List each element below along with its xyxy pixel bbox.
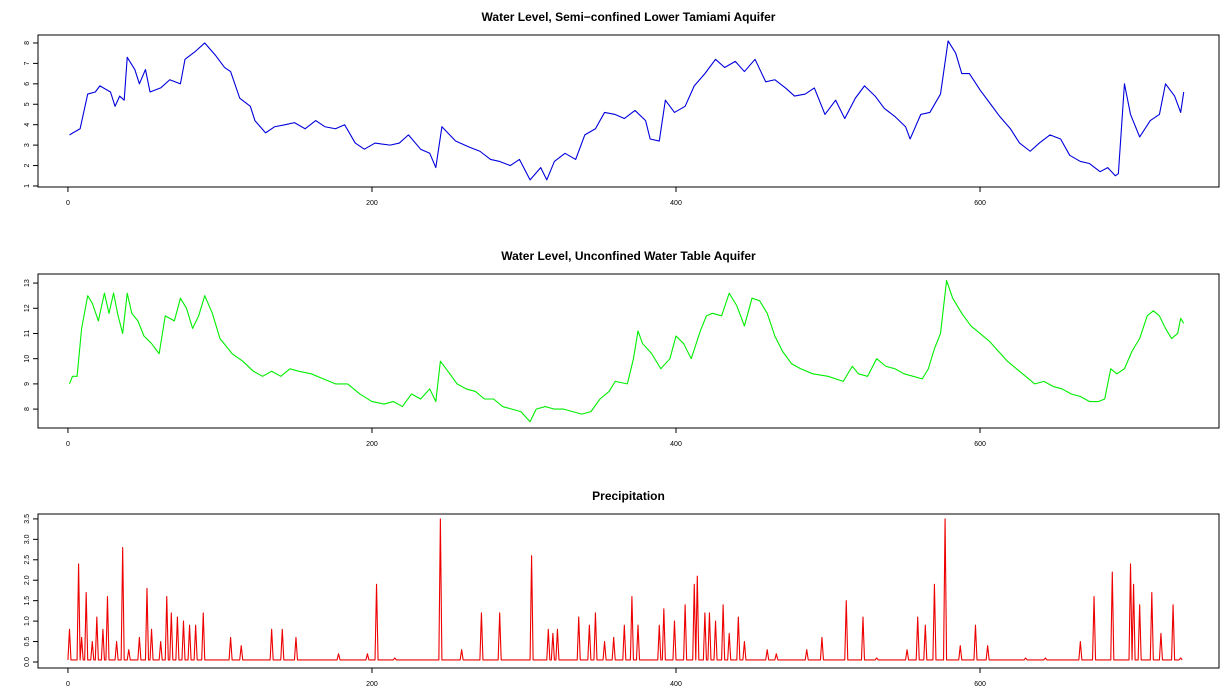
x-tick-label: 400 [670,441,682,448]
y-tick-label: 1.0 [24,616,31,626]
y-tick-label: 8 [24,41,31,45]
y-tick-label: 2.5 [24,555,31,565]
panel-title: Water Level, Unconfined Water Table Aqui… [501,249,756,263]
y-tick-label: 8 [24,407,31,411]
plot-frame [37,513,1220,669]
x-tick-label: 400 [670,681,682,686]
y-tick-label: 0.0 [24,657,31,667]
panel-title: Water Level, Semi−confined Lower Tamiami… [482,10,776,24]
x-tick-label: 0 [66,681,70,686]
y-tick-label: 3 [24,143,31,147]
y-tick-label: 3.5 [24,514,31,524]
x-tick-label: 600 [974,681,986,686]
x-tick-label: 600 [974,441,986,448]
y-tick-label: 9 [24,382,31,386]
x-tick-label: 400 [670,200,682,207]
y-tick-label: 10 [24,355,31,363]
x-tick-label: 600 [974,200,986,207]
x-tick-label: 200 [366,441,378,448]
y-tick-label: 1 [24,184,31,188]
data-line [67,518,1183,661]
y-tick-label: 0.5 [24,637,31,647]
y-tick-label: 5 [24,102,31,106]
y-tick-label: 1.5 [24,596,31,606]
y-tick-label: 7 [24,61,31,65]
y-tick-label: 2.0 [24,575,31,585]
y-tick-label: 2 [24,164,31,168]
x-tick-label: 200 [366,681,378,686]
x-tick-label: 0 [66,441,70,448]
y-tick-label: 3.0 [24,534,31,544]
plot-frame [37,34,1220,188]
y-tick-label: 12 [24,304,31,312]
y-tick-label: 11 [24,330,31,337]
panel: Water Level, Semi−confined Lower Tamiami… [24,10,1220,207]
x-tick-label: 0 [66,200,70,207]
x-tick-label: 200 [366,200,378,207]
plot-frame [37,273,1220,429]
panel: Water Level, Unconfined Water Table Aqui… [24,249,1220,448]
panel-title: Precipitation [592,489,665,503]
y-tick-label: 13 [24,279,31,287]
data-line [69,40,1185,181]
y-tick-label: 4 [24,123,31,127]
data-line [68,280,1185,423]
y-tick-label: 6 [24,82,31,86]
panel: Precipitation 0 200 400 600 0.0 0.5 1.0 1.5 2.0 2.… [24,489,1220,686]
